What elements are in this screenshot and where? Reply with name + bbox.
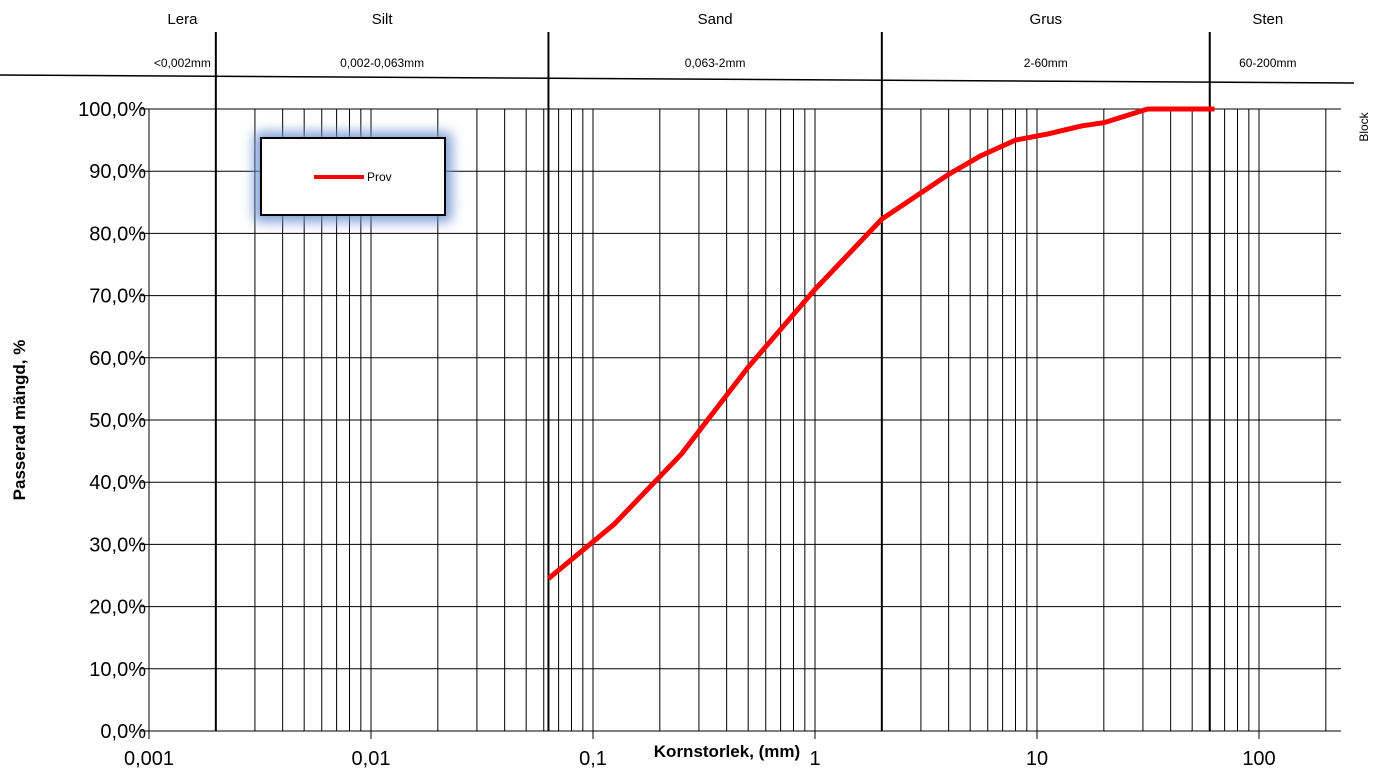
x-axis-ticks: 0,001 0,01 0,1 1 10 100 (124, 748, 1276, 770)
y-tick-label: 50,0% (89, 410, 146, 432)
zone-range: 0,002-0,063mm (340, 56, 424, 70)
y-tick-label: 0,0% (100, 721, 146, 743)
zone-name: Sten (1252, 11, 1283, 28)
legend: Prov (254, 132, 452, 222)
y-axis-label: Passerad mängd, % (10, 340, 29, 501)
x-tick-label: 1 (809, 748, 820, 770)
y-tick-label: 90,0% (89, 161, 146, 183)
x-tick-label: 0,001 (124, 748, 174, 770)
y-axis-ticks: 0,0% 10,0% 20,0% 30,0% 40,0% 50,0% 60,0% 70,0% 8… (78, 99, 146, 743)
legend-label-prov: Prov (367, 170, 392, 184)
zone-name: Silt (372, 11, 394, 28)
zone-range: 60-200mm (1239, 56, 1296, 70)
soil-zones: Lera <0,002mm Silt 0,002-0,063mm Sand 0,063-2… (0, 11, 1355, 731)
x-tick-label: 100 (1242, 748, 1275, 770)
x-axis-label: Kornstorlek, (mm) (654, 742, 800, 761)
x-tick-label: 0,1 (579, 748, 607, 770)
zone-range: 2-60mm (1024, 56, 1068, 70)
x-tick-label: 10 (1026, 748, 1048, 770)
x-tick-label: 0,01 (352, 748, 391, 770)
y-tick-label: 70,0% (89, 286, 146, 308)
zone-name: Sand (698, 11, 733, 28)
zone-header-line (0, 74, 1355, 84)
side-label-block: Block (1357, 111, 1371, 141)
y-tick-label: 100,0% (78, 99, 146, 121)
y-tick-label: 40,0% (89, 472, 146, 494)
zone-range: 0,063-2mm (685, 56, 746, 70)
y-tick-label: 10,0% (89, 659, 146, 681)
y-tick-label: 20,0% (89, 597, 146, 619)
y-tick-label: 80,0% (89, 223, 146, 245)
series-layer (546, 106, 1215, 581)
y-tick-label: 30,0% (89, 534, 146, 556)
zone-name: Lera (167, 11, 198, 28)
series-line-prov (546, 106, 1215, 581)
zone-range: <0,002mm (154, 56, 211, 70)
zone-name: Grus (1030, 11, 1063, 28)
y-tick-label: 60,0% (89, 348, 146, 370)
